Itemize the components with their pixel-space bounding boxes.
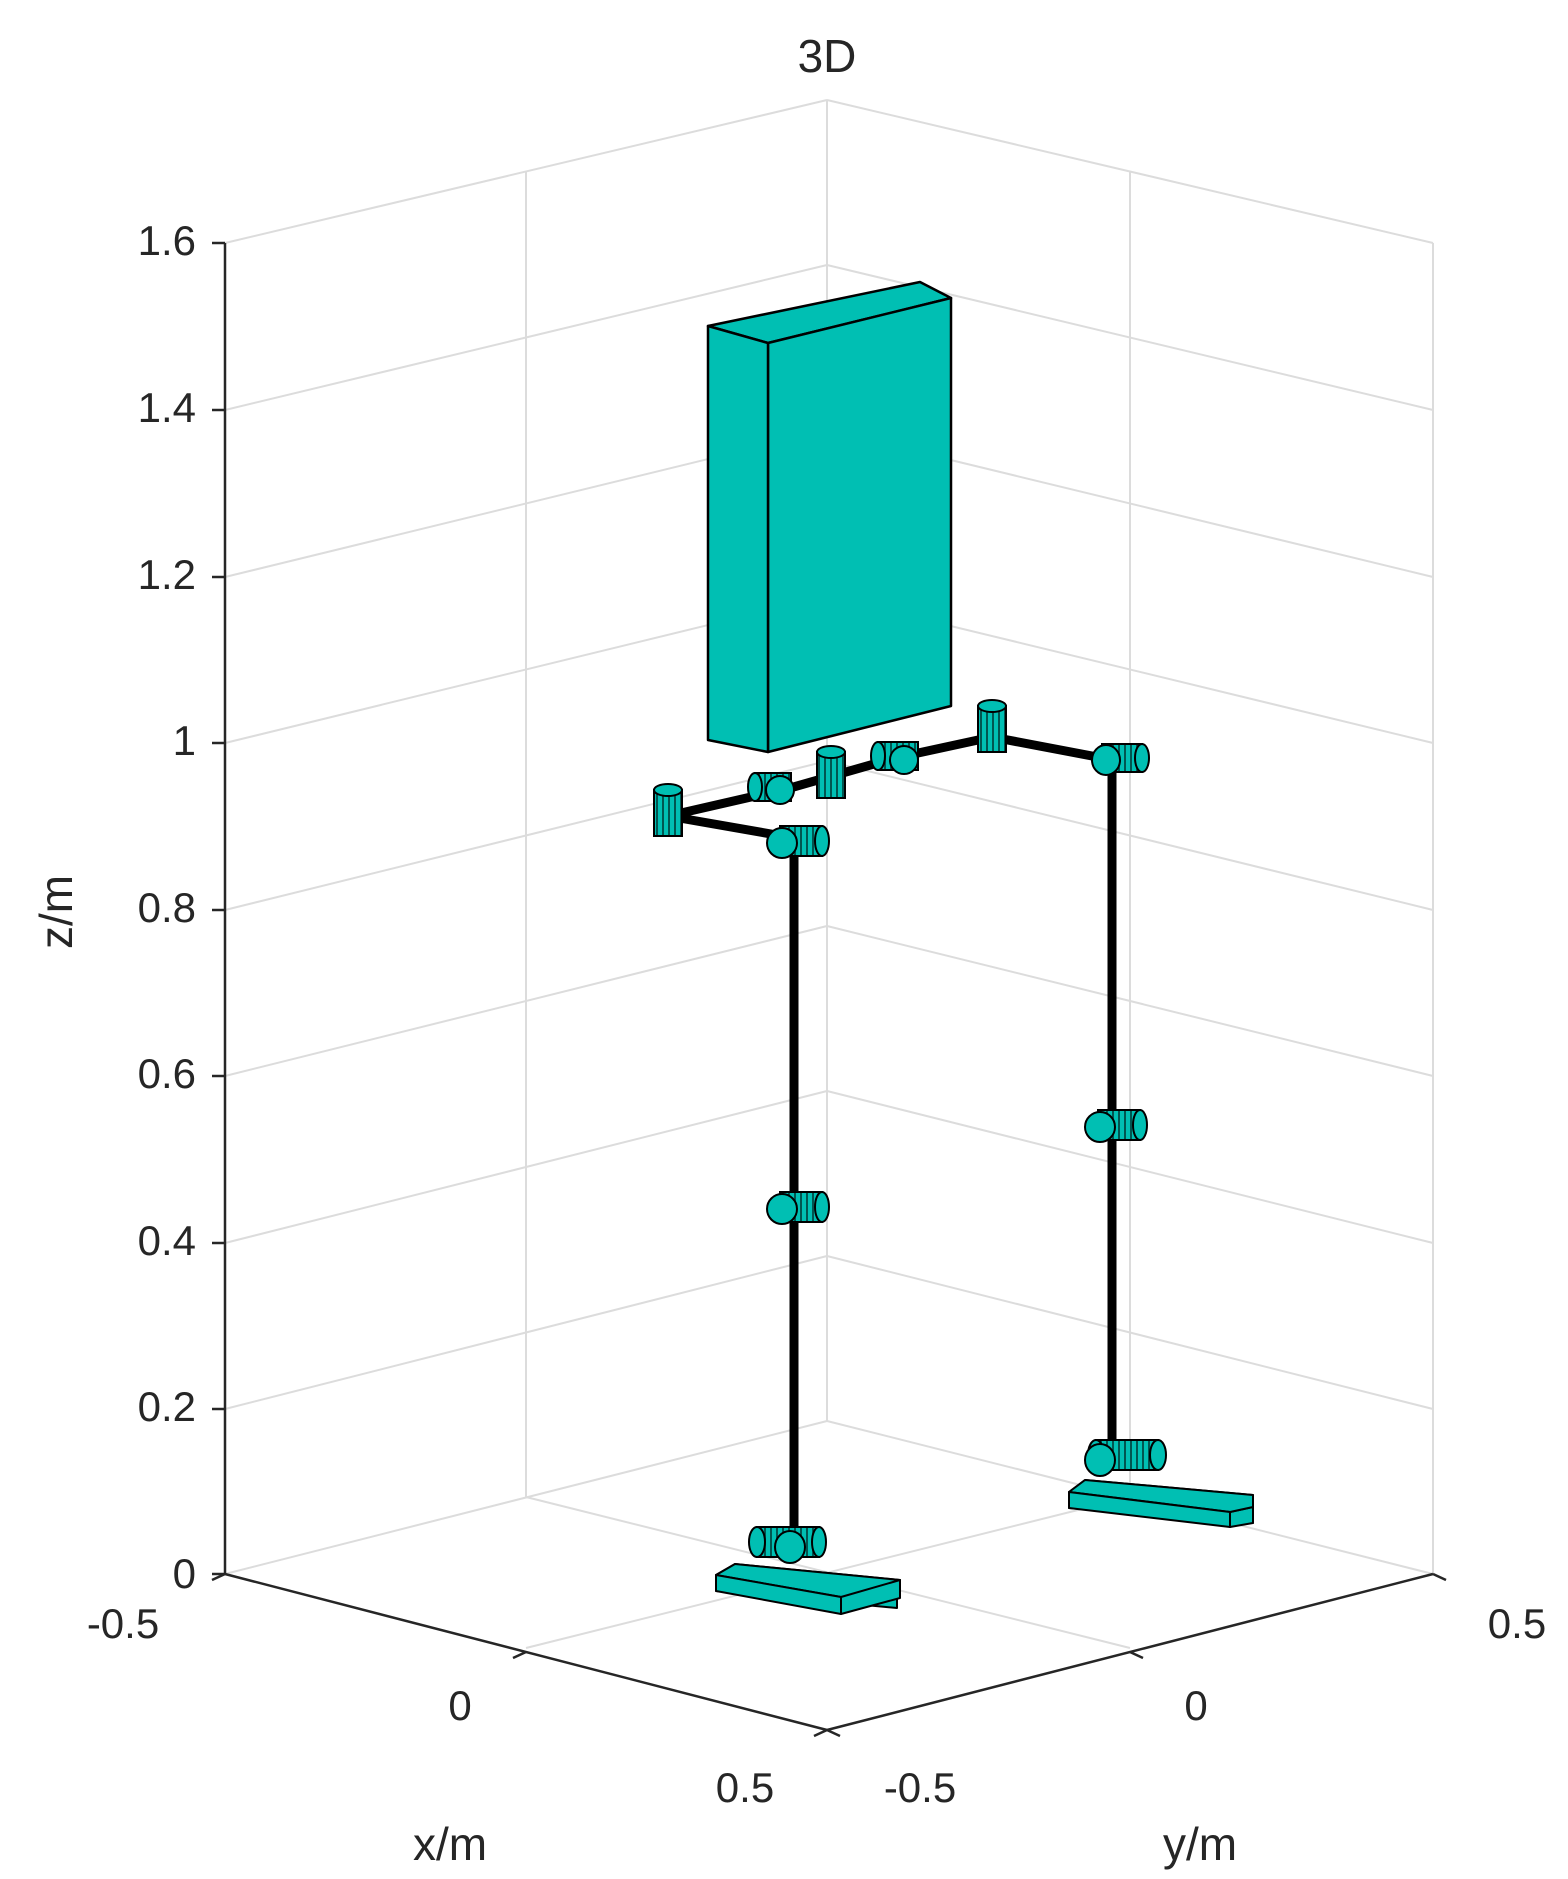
robot-model: [653, 280, 1254, 1615]
x-axis-label: x/m: [413, 1818, 487, 1870]
cylinder-joint-icon: [1091, 743, 1150, 776]
cylinder-joint-icon: [747, 772, 795, 805]
y-tick-label: -0.5: [884, 1764, 956, 1811]
y-tick-labels: -0.5 0 0.5: [884, 1600, 1546, 1811]
cylinder-joint-icon: [977, 699, 1007, 753]
cylinder-joint-icon: [870, 741, 919, 775]
cylinder-joint-icon: [766, 1191, 830, 1225]
x-tick-label: 0.5: [716, 1764, 774, 1811]
x-tick-label: -0.5: [87, 1600, 159, 1647]
z-tick-label: 1.2: [138, 551, 196, 598]
y-tick-label: 0.5: [1488, 1600, 1546, 1647]
y-tick-label: 0: [1184, 1682, 1207, 1729]
axes: [211, 241, 1447, 1738]
links: [663, 732, 1117, 1545]
cylinder-joint-icon: [816, 745, 846, 799]
z-tick-label: 1.4: [138, 384, 196, 431]
cylinder-joint-icon: [653, 783, 683, 837]
cylinder-joint-icon: [1084, 1439, 1167, 1477]
y-axis-label: y/m: [1163, 1818, 1237, 1870]
x-tick-label: 0: [448, 1682, 471, 1729]
z-tick-label: 0: [173, 1550, 196, 1597]
z-tick-label: 0.6: [138, 1050, 196, 1097]
z-tick-label: 1.6: [138, 217, 196, 264]
z-tick-label: 0.2: [138, 1383, 196, 1430]
cylinder-joint-icon: [1084, 1109, 1148, 1143]
torso: [706, 280, 953, 754]
z-axis-label: z/m: [30, 875, 82, 949]
z-tick-label: 0.8: [138, 884, 196, 931]
cylinder-joint-icon: [748, 1526, 827, 1564]
left-foot: [715, 1563, 901, 1615]
joints: [653, 699, 1167, 1564]
z-tick-label: 0.4: [138, 1217, 196, 1264]
z-tick-label: 1: [173, 717, 196, 764]
figure-title: 3D: [798, 30, 857, 82]
cylinder-joint-icon: [766, 825, 830, 859]
z-tick-labels: 0 0.2 0.4 0.6 0.8 1 1.2 1.4 1.6: [138, 217, 196, 1597]
x-tick-labels: -0.5 0 0.5: [87, 1600, 774, 1811]
right-foot: [1068, 1479, 1254, 1528]
